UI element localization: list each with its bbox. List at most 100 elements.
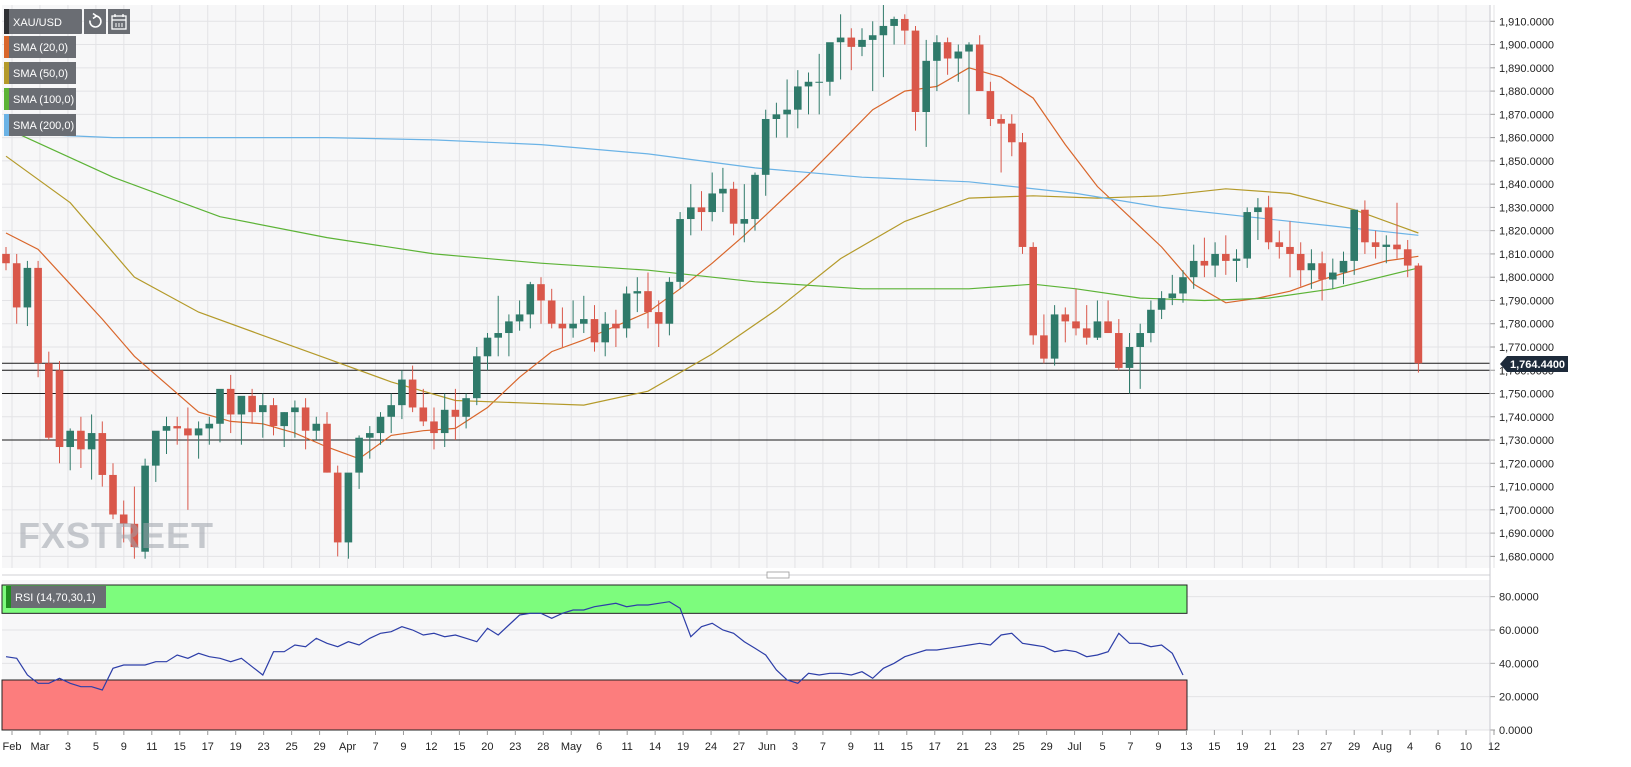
candle-body[interactable] (333, 472, 342, 543)
candle-body[interactable] (772, 114, 781, 119)
candle-body[interactable] (1371, 242, 1380, 247)
candle-body[interactable] (729, 188, 738, 224)
candle-body[interactable] (152, 430, 160, 466)
indicator-tag[interactable] (4, 36, 76, 58)
candle-body[interactable] (205, 423, 214, 429)
candle-body[interactable] (344, 472, 353, 543)
candle-body[interactable] (355, 437, 363, 473)
candle-body[interactable] (879, 25, 888, 36)
candle-body[interactable] (858, 39, 866, 47)
candle-body[interactable] (259, 405, 267, 413)
candle-body[interactable] (1393, 244, 1401, 250)
candle-body[interactable] (719, 188, 727, 194)
candle-body[interactable] (687, 207, 695, 220)
candle-body[interactable] (1040, 335, 1048, 359)
candle-body[interactable] (1115, 333, 1123, 368)
candle-body[interactable] (1329, 272, 1337, 280)
candle-body[interactable] (162, 426, 171, 431)
candle-body[interactable] (226, 388, 235, 415)
candle-body[interactable] (804, 81, 813, 87)
candle-body[interactable] (1072, 321, 1080, 329)
candle-body[interactable] (901, 18, 909, 31)
symbol-button[interactable] (4, 9, 82, 34)
candle-body[interactable] (1339, 260, 1348, 273)
candle-body[interactable] (601, 323, 609, 343)
candle-body[interactable] (868, 35, 877, 40)
candle-body[interactable] (23, 267, 32, 308)
candle-body[interactable] (1157, 298, 1166, 310)
candle-body[interactable] (87, 433, 96, 450)
candle-body[interactable] (1168, 293, 1177, 299)
candle-body[interactable] (1061, 314, 1070, 322)
candle-body[interactable] (66, 430, 74, 448)
candle-body[interactable] (55, 370, 64, 448)
indicator-tag[interactable] (4, 62, 76, 84)
candle-body[interactable] (184, 428, 192, 436)
candle-body[interactable] (45, 363, 53, 438)
candle-body[interactable] (130, 523, 139, 548)
price-panel[interactable] (2, 5, 1490, 568)
candle-body[interactable] (997, 118, 1005, 124)
candle-body[interactable] (612, 323, 620, 329)
candle-body[interactable] (12, 263, 21, 308)
candle-body[interactable] (34, 267, 42, 364)
candle-body[interactable] (933, 42, 941, 61)
candle-body[interactable] (1189, 260, 1198, 278)
candle-body[interactable] (1179, 277, 1187, 294)
candle-body[interactable] (1008, 123, 1016, 143)
candle-body[interactable] (109, 474, 117, 515)
candle-body[interactable] (216, 388, 224, 424)
candle-body[interactable] (494, 333, 502, 338)
candle-body[interactable] (1082, 328, 1091, 338)
candle-body[interactable] (526, 284, 535, 315)
candle-body[interactable] (986, 91, 995, 119)
candle-body[interactable] (622, 293, 631, 329)
candle-body[interactable] (654, 312, 663, 324)
candle-body[interactable] (569, 323, 577, 329)
candle-body[interactable] (1286, 246, 1294, 254)
candle-body[interactable] (1254, 207, 1262, 213)
candle-body[interactable] (141, 465, 149, 552)
candle-body[interactable] (408, 379, 417, 408)
candle-body[interactable] (248, 395, 256, 413)
candle-body[interactable] (323, 423, 331, 473)
candle-body[interactable] (965, 44, 973, 52)
candle-body[interactable] (237, 395, 246, 415)
candle-body[interactable] (1307, 263, 1316, 271)
candle-body[interactable] (1029, 246, 1037, 336)
candle-body[interactable] (708, 193, 716, 213)
candle-body[interactable] (1050, 314, 1059, 359)
candle-body[interactable] (2, 253, 10, 264)
candle-body[interactable] (312, 423, 321, 431)
candle-body[interactable] (77, 430, 85, 450)
candle-body[interactable] (1318, 263, 1326, 280)
candle-body[interactable] (975, 44, 984, 92)
candle-body[interactable] (1200, 260, 1209, 266)
candle-body[interactable] (943, 42, 952, 59)
candle-body[interactable] (440, 409, 449, 434)
candle-body[interactable] (1222, 253, 1230, 261)
candle-body[interactable] (794, 86, 802, 110)
candle-body[interactable] (1350, 209, 1358, 261)
candle-body[interactable] (419, 407, 428, 422)
candle-body[interactable] (119, 514, 128, 524)
candle-body[interactable] (590, 319, 599, 343)
candle-body[interactable] (847, 37, 856, 47)
candle-body[interactable] (269, 405, 278, 427)
candle-body[interactable] (558, 323, 567, 329)
candle-body[interactable] (376, 416, 385, 434)
candle-body[interactable] (911, 30, 920, 113)
indicator-tag[interactable] (4, 114, 76, 136)
rsi-tag[interactable]: RSI (14,70,30,1) (6, 586, 106, 608)
candle-body[interactable] (98, 433, 107, 475)
candle-body[interactable] (644, 291, 652, 313)
candle-body[interactable] (366, 433, 374, 438)
candle-body[interactable] (1403, 249, 1412, 266)
candle-body[interactable] (1232, 258, 1241, 261)
candle-body[interactable] (398, 379, 406, 406)
candle-body[interactable] (954, 51, 963, 59)
candle-body[interactable] (505, 321, 513, 334)
refresh-button[interactable] (84, 9, 106, 34)
candle-body[interactable] (697, 207, 706, 213)
candle-body[interactable] (387, 405, 395, 417)
